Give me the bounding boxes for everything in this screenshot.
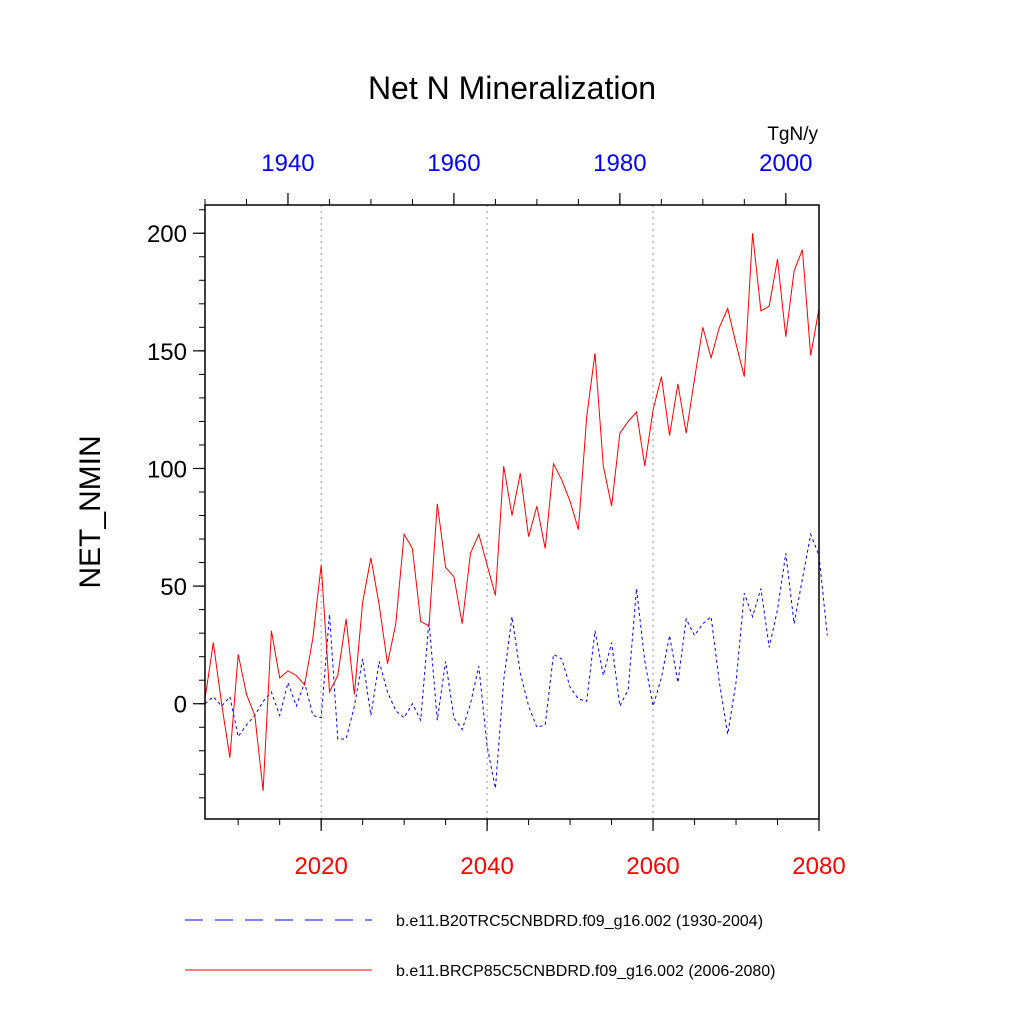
bottom-axis-tick-label: 2060 <box>626 853 679 880</box>
chart-title: Net N Mineralization <box>368 70 656 106</box>
y-tick-label: 50 <box>160 574 187 601</box>
y-axis-label: NET_NMIN <box>74 435 107 588</box>
y-tick-label: 150 <box>147 339 187 366</box>
top-axis-tick-label: 1980 <box>593 150 646 177</box>
legend-label: b.e11.BRCP85C5CNBDRD.f09_g16.002 (2006-2… <box>396 963 775 980</box>
bottom-axis-tick-label: 2020 <box>294 853 347 880</box>
y-tick-label: 200 <box>147 221 187 248</box>
legend: b.e11.B20TRC5CNBDRD.f09_g16.002 (1930-20… <box>185 913 775 980</box>
y-tick-label: 100 <box>147 456 187 483</box>
top-axis-tick-label: 1940 <box>261 150 314 177</box>
series-line-rcp85 <box>204 233 820 791</box>
bottom-axis-tick-label: 2040 <box>460 853 513 880</box>
bottom-axis-tick-label: 2080 <box>792 853 845 880</box>
axes-group: 0 50 100 150 200 2020 2040 2060 2080 1940 1960 1980… <box>147 150 846 880</box>
units-label: TgN/y <box>767 124 818 145</box>
series-line-historical <box>204 532 828 789</box>
series-group <box>204 233 828 791</box>
top-axis-tick-label: 1960 <box>427 150 480 177</box>
legend-label: b.e11.B20TRC5CNBDRD.f09_g16.002 (1930-20… <box>396 913 763 930</box>
plot-frame <box>204 204 820 820</box>
y-tick-label: 0 <box>174 692 187 719</box>
grid-lines <box>320 205 654 819</box>
top-axis-tick-label: 2000 <box>759 150 812 177</box>
